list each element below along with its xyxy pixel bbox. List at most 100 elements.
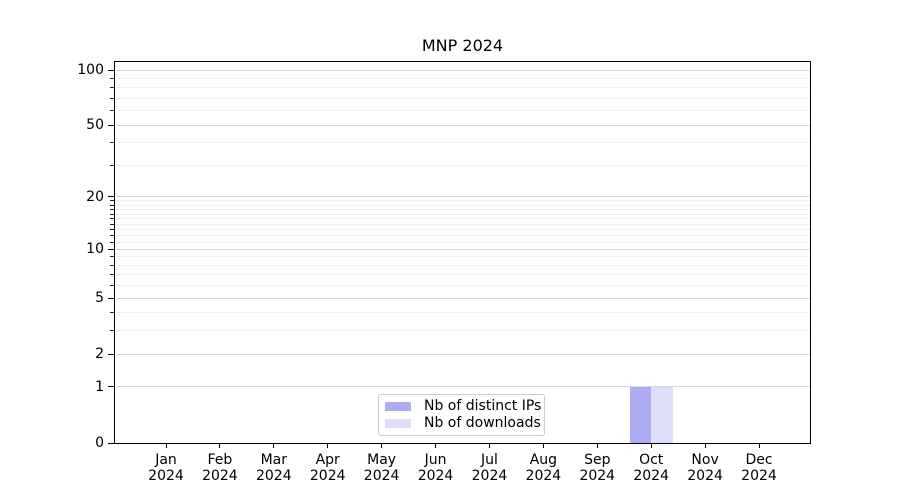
x-tick-year: 2024 [363, 468, 400, 484]
gridline-minor [115, 229, 810, 231]
x-tick-year: 2024 [741, 468, 777, 484]
x-tick-month: Aug [529, 452, 558, 468]
legend: Nb of distinct IPs Nb of downloads [378, 394, 545, 436]
y-minor-tick [110, 142, 114, 144]
y-minor-tick [110, 204, 114, 206]
y-tick-label: 10 [86, 241, 104, 258]
gridline-minor [115, 285, 810, 287]
gridline-major [115, 353, 810, 355]
axis-spine-left [114, 61, 115, 444]
y-minor-tick [110, 77, 114, 79]
x-tick-year: 2024 [255, 468, 292, 484]
x-tick [650, 444, 652, 448]
y-tick [108, 196, 114, 198]
x-tick-month: Mar [260, 452, 288, 468]
x-tick-label: Sep 2024 [557, 452, 637, 484]
x-tick-year: 2024 [417, 468, 454, 484]
x-tick-year: 2024 [309, 468, 346, 484]
y-tick [108, 69, 114, 71]
y-minor-tick [110, 229, 114, 231]
plot-area [108, 61, 811, 448]
y-minor-tick [110, 87, 114, 89]
legend-swatch-distinct-ips [385, 402, 411, 411]
x-tick-month: Dec [745, 452, 773, 468]
x-tick-month: Jun [424, 452, 447, 468]
y-minor-tick [110, 110, 114, 112]
x-tick-label: Feb 2024 [180, 452, 260, 484]
x-tick [273, 444, 275, 448]
x-tick-month: Sep [584, 452, 611, 468]
x-tick-label: Aug 2024 [503, 452, 583, 484]
y-minor-tick [110, 213, 114, 215]
y-minor-tick [110, 274, 114, 276]
gridline-major [115, 196, 810, 198]
bar-distinct-ips [629, 386, 652, 443]
y-tick-label: 100 [77, 62, 104, 79]
gridline-minor [115, 241, 810, 243]
x-tick-year: 2024 [633, 468, 669, 484]
gridline-minor [115, 165, 810, 166]
legend-item-distinct-ips: Nb of distinct IPs [385, 398, 542, 415]
gridline-major [115, 386, 810, 388]
gridline-minor [115, 98, 810, 100]
x-tick-label: Jul 2024 [449, 452, 529, 484]
y-minor-tick [110, 235, 114, 237]
y-tick-label: 0 [95, 435, 104, 451]
y-minor-tick [110, 98, 114, 100]
x-tick-month: Apr [315, 452, 340, 468]
gridline-minor [115, 87, 810, 89]
x-tick-year: 2024 [148, 468, 184, 484]
x-tick-year: 2024 [471, 468, 508, 484]
y-tick-label: 5 [95, 290, 104, 307]
y-tick-label: 20 [86, 188, 104, 205]
bar-downloads [651, 386, 673, 443]
x-tick [435, 444, 437, 448]
y-tick-label: 50 [86, 117, 104, 134]
gridline-minor [115, 218, 810, 220]
gridline-minor [115, 213, 810, 215]
x-tick [327, 444, 329, 448]
axis-spine-bottom [114, 443, 811, 444]
x-tick-label: Nov 2024 [665, 452, 745, 484]
x-tick [488, 444, 490, 448]
axis-spine-top [114, 61, 811, 62]
y-tick-label: 2 [95, 346, 104, 363]
y-minor-tick [110, 256, 114, 258]
x-tick-month: Feb [207, 452, 233, 468]
x-tick-year: 2024 [579, 468, 616, 484]
gridline-minor [115, 77, 810, 79]
x-tick-month: Oct [639, 452, 664, 468]
legend-swatch-downloads [385, 419, 411, 428]
gridline-major [115, 69, 810, 71]
y-tick [108, 353, 114, 355]
y-minor-tick [110, 241, 114, 243]
x-tick-month: Jan [155, 452, 177, 468]
y-minor-tick [110, 264, 114, 266]
y-minor-tick [110, 312, 114, 314]
gridline-major [115, 124, 810, 126]
gridline-minor [115, 235, 810, 237]
y-minor-tick [110, 165, 114, 166]
y-tick-label: 1 [95, 378, 104, 395]
x-tick-label: Apr 2024 [288, 452, 368, 484]
gridline-minor [115, 200, 810, 202]
x-tick [704, 444, 706, 448]
gridline-minor [115, 142, 810, 144]
x-tick-month: Jul [481, 452, 498, 468]
x-tick-month: May [367, 452, 397, 468]
x-tick [165, 444, 167, 448]
x-tick-year: 2024 [525, 468, 562, 484]
x-tick-label: Mar 2024 [234, 452, 314, 484]
gridline-minor [115, 274, 810, 276]
gridline-minor [115, 110, 810, 112]
legend-label-distinct-ips: Nb of distinct IPs [424, 398, 542, 414]
y-tick [108, 124, 114, 126]
gridline-minor [115, 330, 810, 332]
gridline-major [115, 297, 810, 299]
gridline-minor [115, 264, 810, 266]
y-tick [108, 248, 114, 250]
y-tick [108, 386, 114, 388]
axis-spine-right [810, 61, 811, 444]
x-tick [542, 444, 544, 448]
